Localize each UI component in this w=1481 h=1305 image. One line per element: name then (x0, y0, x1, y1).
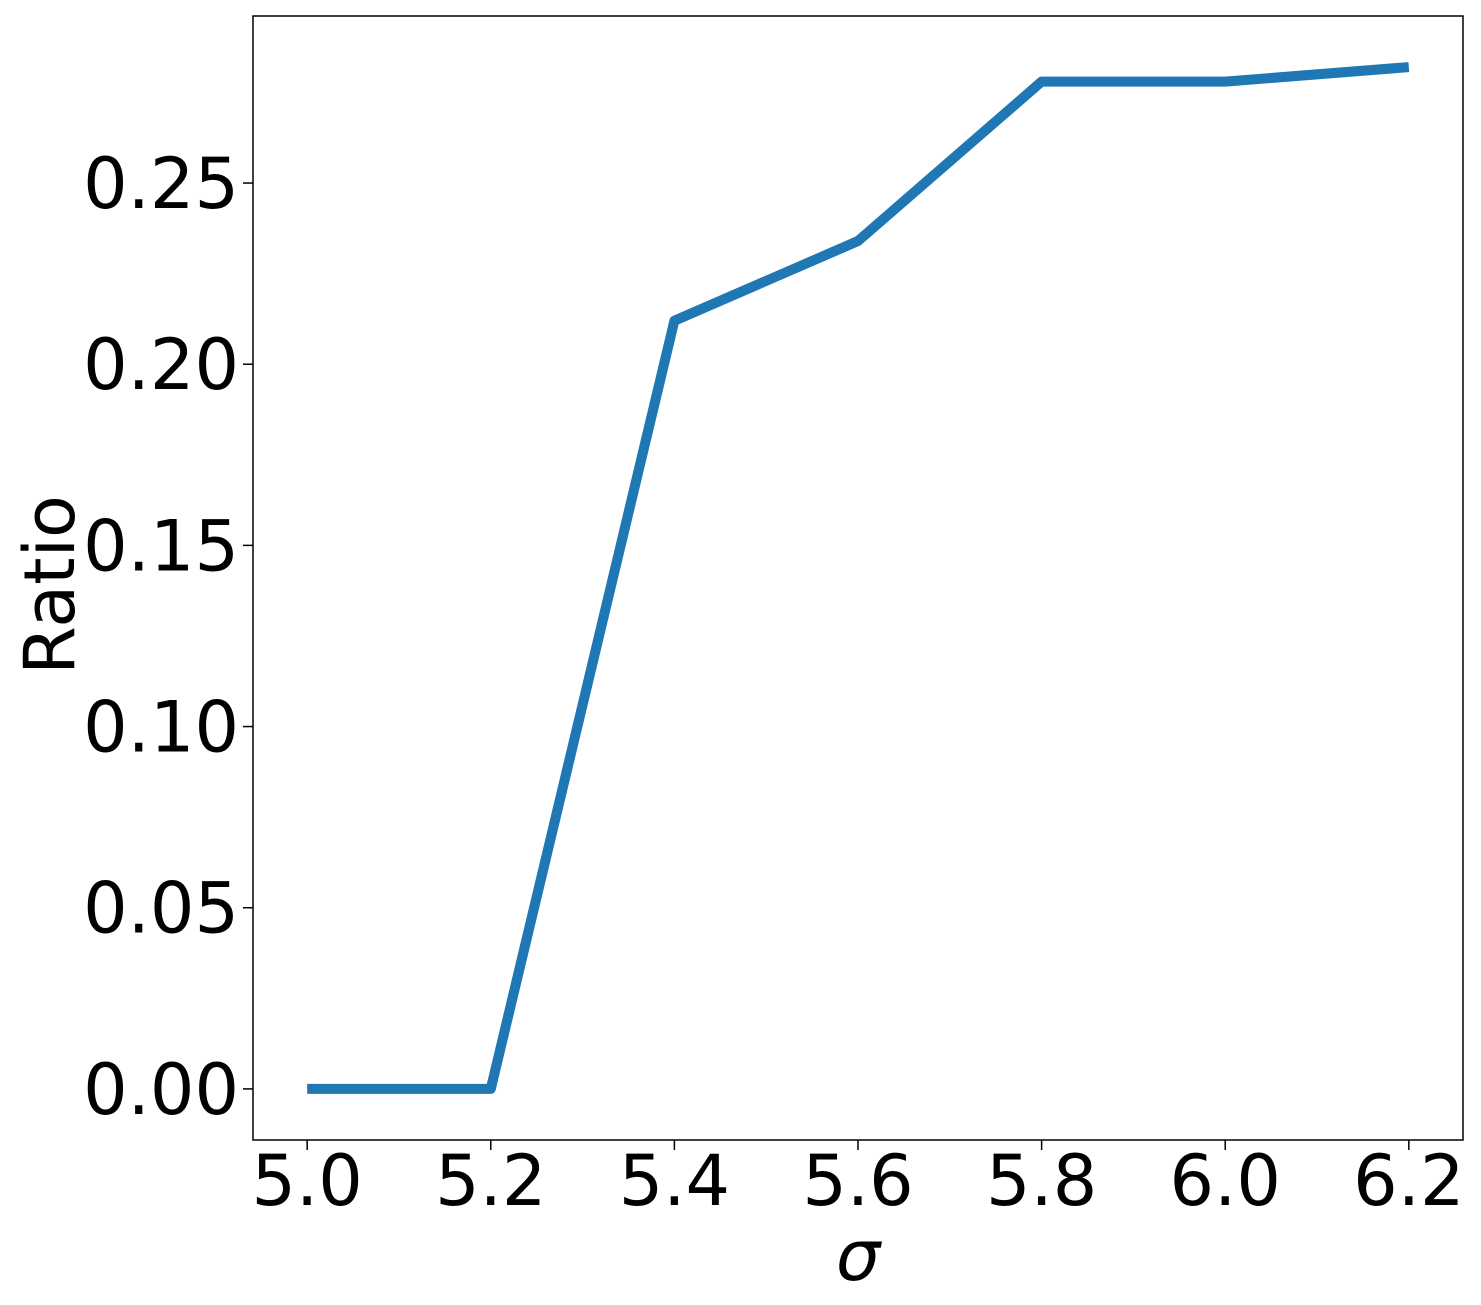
y-tick-label: 0.00 (83, 1049, 239, 1131)
x-tick-label: 5.8 (986, 1140, 1097, 1222)
plot-frame (252, 15, 1464, 1141)
x-tick-label: 5.2 (435, 1140, 546, 1222)
x-tick-label: 5.0 (252, 1140, 363, 1222)
y-tick-label: 0.25 (83, 143, 239, 225)
y-tick-label: 0.05 (83, 868, 239, 950)
y-axis-label: Ratio (9, 495, 91, 675)
x-tick-label: 5.4 (619, 1140, 730, 1222)
y-tick-label: 0.20 (83, 324, 239, 406)
data-line (307, 62, 1410, 1094)
x-axis-label: σ (836, 1215, 883, 1297)
y-tick-label: 0.15 (83, 505, 239, 587)
x-tick-label: 6.0 (1170, 1140, 1281, 1222)
y-tick-label: 0.10 (83, 687, 239, 769)
x-tick-label: 5.6 (802, 1140, 913, 1222)
x-tick-label: 6.2 (1353, 1140, 1464, 1222)
